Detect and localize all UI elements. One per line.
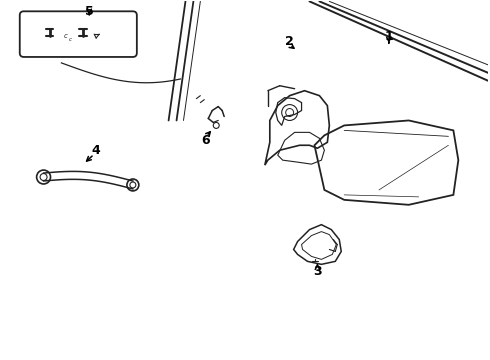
Text: c: c — [64, 33, 67, 39]
Text: 5: 5 — [85, 5, 94, 18]
Text: 2: 2 — [285, 35, 294, 48]
Text: 4: 4 — [92, 144, 100, 157]
Text: 3: 3 — [313, 265, 322, 278]
Text: 6: 6 — [201, 134, 210, 147]
Text: 1: 1 — [385, 30, 393, 42]
Text: c: c — [69, 37, 72, 42]
